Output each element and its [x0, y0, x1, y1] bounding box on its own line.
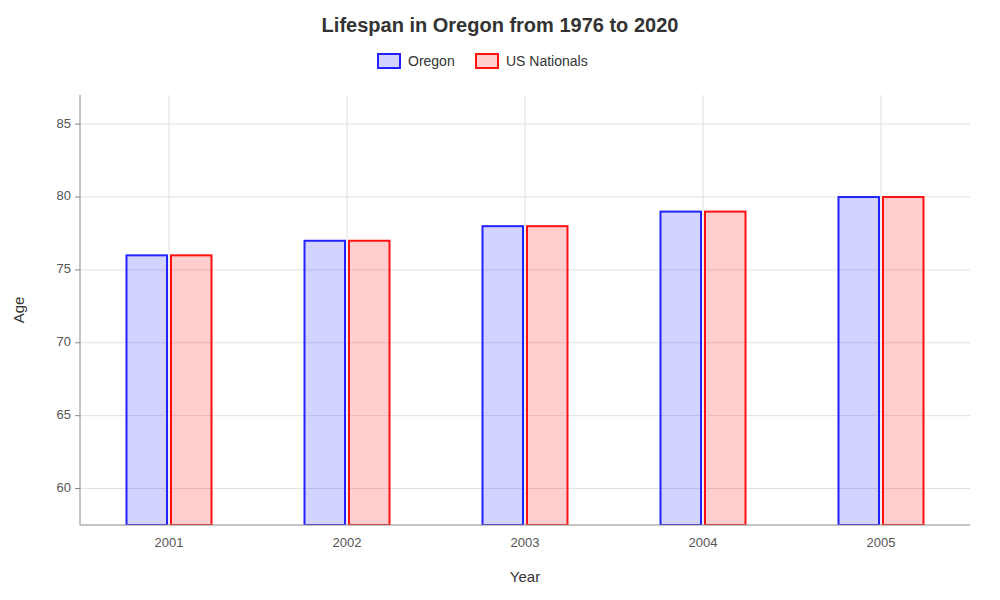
y-tick-label: 85: [57, 116, 71, 131]
x-tick-label: 2005: [867, 535, 896, 550]
bar: [127, 255, 168, 525]
y-axis-line: [80, 95, 81, 525]
x-tick-label: 2004: [689, 535, 718, 550]
legend-swatch: [476, 54, 498, 68]
bar: [305, 241, 346, 525]
y-tick-label: 60: [57, 480, 71, 495]
y-tick: [75, 342, 80, 343]
x-tick-label: 2003: [511, 535, 540, 550]
bar: [171, 255, 212, 525]
x-tick-label: 2002: [333, 535, 362, 550]
legend: Oregon US Nationals: [378, 53, 588, 69]
legend-label: US Nationals: [506, 53, 588, 69]
axes: 60 65 70 75 80 85 2001 2002 2003 2004 2005: [57, 95, 970, 550]
y-tick-label: 70: [57, 334, 71, 349]
y-tick: [75, 415, 80, 416]
y-tick-label: 65: [57, 407, 71, 422]
bar: [483, 226, 524, 525]
x-axis-line: [80, 525, 970, 526]
x-grid-line: [703, 95, 704, 525]
y-tick-label: 75: [57, 261, 71, 276]
grid: [80, 95, 970, 525]
bar: [661, 212, 702, 525]
bars: [127, 197, 924, 525]
y-tick: [75, 197, 80, 198]
bar: [839, 197, 880, 525]
x-grid-line: [169, 95, 170, 525]
title: Lifespan in Oregon from 1976 to 2020: [322, 14, 679, 36]
bar: [883, 197, 924, 525]
legend-swatch: [378, 54, 400, 68]
y-tick: [75, 488, 80, 489]
x-tick-label: 2001: [155, 535, 184, 550]
bar: [705, 212, 746, 525]
bar: [527, 226, 568, 525]
y-tick: [75, 269, 80, 270]
x-grid-line: [347, 95, 348, 525]
bar: [349, 241, 390, 525]
y-tick: [75, 124, 80, 125]
x-grid-line: [881, 95, 882, 525]
x-grid-line: [525, 95, 526, 525]
y-axis-label: Age: [10, 297, 27, 324]
x-axis-label: Year: [510, 568, 540, 585]
legend-label: Oregon: [408, 53, 455, 69]
y-tick-label: 80: [57, 188, 71, 203]
chart: 60 65 70 75 80 85 2001 2002 2003 2004 2005 Lifespan…: [0, 0, 1000, 600]
